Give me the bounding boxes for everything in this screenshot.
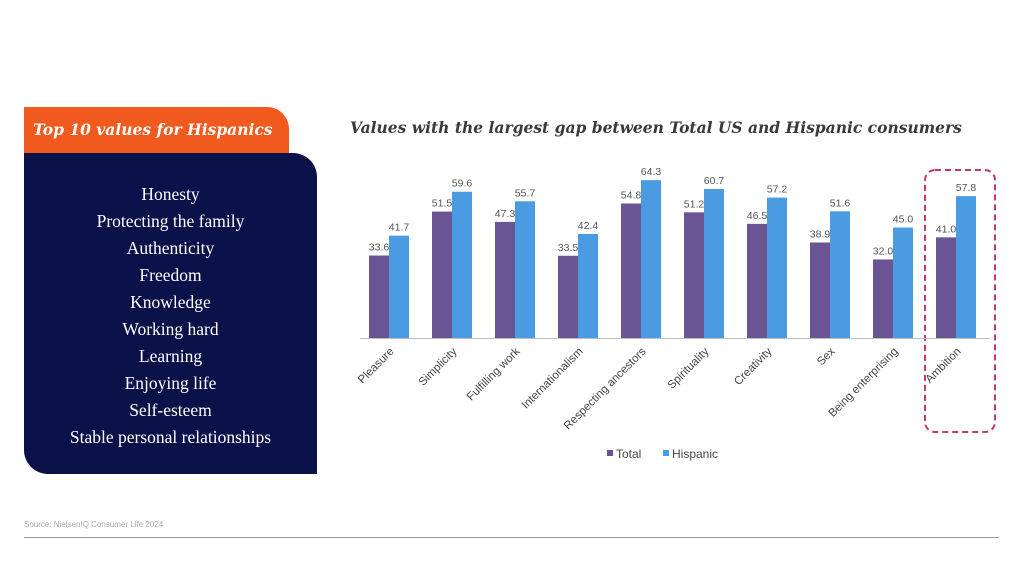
bar-total xyxy=(621,203,641,338)
list-item: Stable personal relationships xyxy=(69,427,272,447)
x-tick-label: Pleasure xyxy=(356,346,397,387)
data-label: 47.3 xyxy=(495,208,516,220)
list-item: Learning xyxy=(138,346,203,366)
data-label: 59.6 xyxy=(452,178,473,190)
x-tick-label: Fulfilling work xyxy=(465,345,523,403)
bar-hispanic xyxy=(704,189,724,338)
data-label: 55.7 xyxy=(515,187,536,199)
bar-total xyxy=(873,259,893,338)
data-label: 41.0 xyxy=(936,223,957,235)
x-tick-label: Internationalism xyxy=(520,346,586,412)
data-label: 32.0 xyxy=(873,245,894,257)
bar-hispanic xyxy=(893,227,913,338)
data-label: 45.0 xyxy=(893,214,914,226)
bar-total xyxy=(747,223,767,338)
bar-total xyxy=(432,211,452,338)
data-label: 33.5 xyxy=(558,242,579,254)
bar-total xyxy=(495,221,515,338)
bar-hispanic xyxy=(515,201,535,338)
list-item: Freedom xyxy=(139,265,202,285)
list-item: Authenticity xyxy=(126,238,215,258)
bar-hispanic xyxy=(452,191,472,338)
legend-label: Hispanic xyxy=(672,447,718,461)
highlight-box xyxy=(924,169,996,433)
data-label: 54.8 xyxy=(621,189,642,201)
list-item: Self-esteem xyxy=(129,400,212,420)
footer-divider xyxy=(24,537,999,538)
bar-hispanic xyxy=(389,235,409,338)
bar-chart: 33.6 51.5 47.3 33.5 54.8 51.2 46.5 38.9 32.0 41.0… xyxy=(356,166,996,461)
legend-swatch xyxy=(607,450,613,456)
list-item: Knowledge xyxy=(130,292,211,312)
data-label: 57.8 xyxy=(956,182,977,194)
bar-total xyxy=(810,242,830,338)
source-note: Source: NielsenIQ Consumer Life 2024 xyxy=(24,520,164,529)
data-label: 33.6 xyxy=(369,242,390,254)
data-label: 42.4 xyxy=(578,220,599,232)
x-tick-label: Creativity xyxy=(732,345,775,388)
legend-label: Total xyxy=(616,447,641,461)
bar-total xyxy=(936,237,956,338)
data-label: 38.9 xyxy=(810,229,831,241)
sidebar-heading-tab: Top 10 values for Hispanics xyxy=(24,107,289,153)
data-label: 51.5 xyxy=(432,198,453,210)
x-tick-label: Sex xyxy=(815,345,838,368)
bar-total xyxy=(558,255,578,338)
data-label: 64.3 xyxy=(641,166,662,178)
list-item: Working hard xyxy=(122,319,219,339)
data-label: 46.5 xyxy=(747,210,768,222)
chart-title: Values with the largest gap between Tota… xyxy=(350,118,962,137)
bar-total xyxy=(684,212,704,338)
data-label: 60.7 xyxy=(704,175,725,187)
sidebar-heading: Top 10 values for Hispanics xyxy=(33,120,273,139)
data-label: 51.6 xyxy=(830,197,851,209)
x-tick-label: Being enterprising xyxy=(827,346,901,420)
x-tick-label: Simplicity xyxy=(417,345,460,388)
data-label: 57.2 xyxy=(767,184,788,196)
bar-hispanic xyxy=(767,197,787,338)
bar-hispanic xyxy=(641,180,661,338)
list-item: Protecting the family xyxy=(96,211,245,231)
data-label: 51.2 xyxy=(684,198,705,210)
list-item: Enjoying life xyxy=(124,373,217,393)
bar-hispanic xyxy=(956,196,976,338)
legend-swatch xyxy=(663,450,669,456)
bar-hispanic xyxy=(830,211,850,338)
list-item: Honesty xyxy=(141,184,200,204)
top-values-panel: Honesty Protecting the family Authentici… xyxy=(24,153,317,474)
x-tick-label: Spirituality xyxy=(666,345,712,391)
x-tick-label: Ambition xyxy=(923,346,963,386)
bar-hispanic xyxy=(578,233,598,338)
bar-total xyxy=(369,255,389,338)
top-values-list: Honesty Protecting the family Authentici… xyxy=(24,183,317,453)
data-label: 41.7 xyxy=(389,222,410,234)
